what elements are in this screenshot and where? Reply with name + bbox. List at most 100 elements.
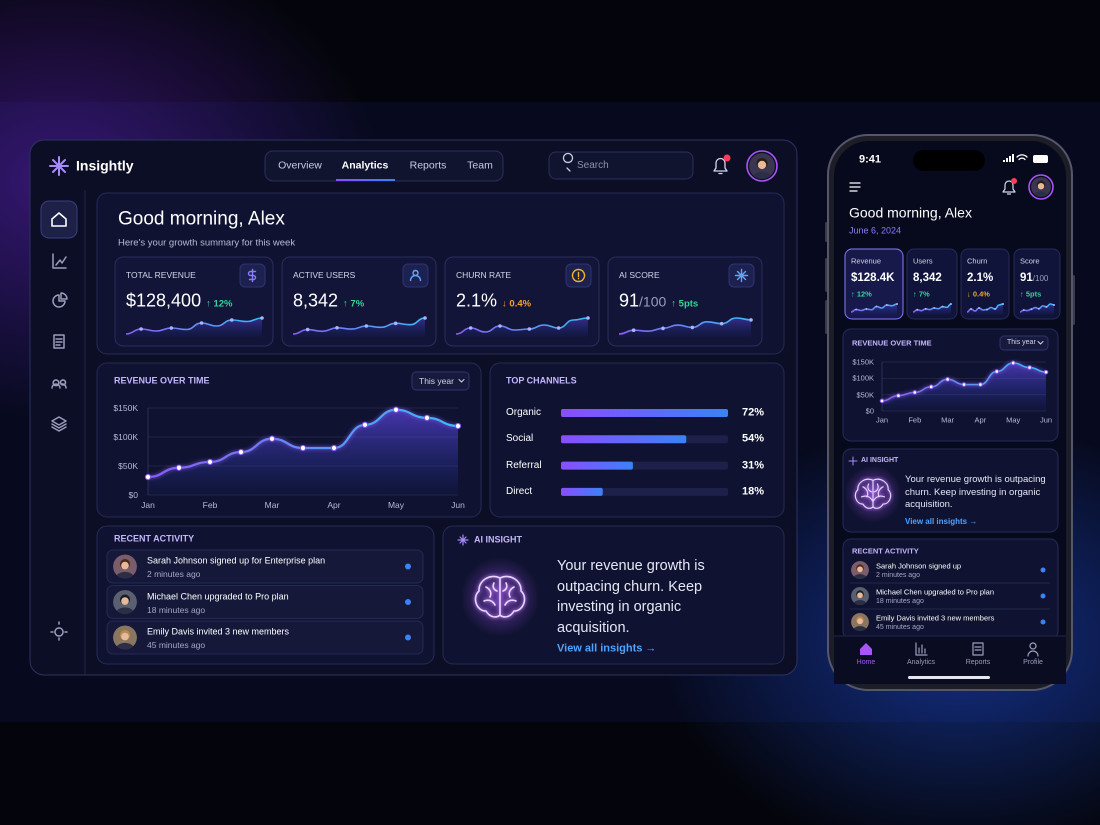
- kpi-value-suffix: /100: [639, 293, 667, 310]
- data-point: [330, 444, 338, 452]
- sparkline: [850, 303, 898, 313]
- sparkline-point: [896, 303, 898, 305]
- avatar: [113, 554, 137, 579]
- period-dropdown[interactable]: [999, 335, 1049, 351]
- status-time: 9:41: [858, 153, 882, 166]
- kpi-value-row: $128,400 ↑ 12%: [126, 291, 232, 312]
- kpi-value-row: 8,342 ↑ 7%: [293, 291, 364, 312]
- unread-dot: [405, 634, 411, 641]
- subtitle: Here's your growth summary for this week: [118, 237, 296, 249]
- data-point: [423, 414, 431, 421]
- search-box[interactable]: [548, 151, 694, 180]
- channel-name: Organic: [506, 407, 542, 418]
- sparkline-point: [875, 305, 878, 308]
- tab-label[interactable]: Reports: [965, 658, 991, 666]
- kpi-change: ↑ 12%: [206, 298, 233, 310]
- kpi-value-row: 2.1% ↓ 0.4%: [456, 291, 531, 312]
- sparkline-point: [994, 308, 996, 310]
- sparkline: [455, 317, 589, 335]
- avatar: [1031, 177, 1051, 197]
- nav-item[interactable]: Overview: [278, 159, 322, 172]
- y-tick-label: $100K: [113, 431, 138, 442]
- data-point: [912, 390, 918, 395]
- sparkle-icon: [848, 456, 858, 466]
- date: June 6, 2024: [849, 225, 902, 236]
- data-point: [1027, 365, 1032, 370]
- kpi-change: ↑ 12%: [851, 289, 872, 299]
- sparkline-point: [139, 327, 143, 331]
- insight-link[interactable]: View all insights →: [905, 517, 978, 527]
- unread-dot: [405, 563, 411, 570]
- battery: [1033, 155, 1048, 163]
- card-title: AI INSIGHT: [861, 456, 899, 464]
- greeting: Good morning, Alex: [118, 208, 285, 230]
- signal-bar: [1009, 156, 1011, 162]
- data-point: [361, 421, 369, 428]
- kpi-value-row: 91/100 ↑ 5pts: [619, 291, 698, 312]
- kpi-value: 8,342: [913, 272, 942, 284]
- avatar: [749, 153, 775, 179]
- channel-name: Referral: [506, 459, 542, 471]
- bar: [561, 461, 633, 470]
- data-point: [945, 377, 950, 382]
- sparkline-point: [661, 326, 665, 331]
- data-point: [144, 473, 152, 481]
- activity-row: [106, 585, 424, 619]
- kpi-change: ↓ 0.4%: [967, 289, 990, 299]
- sparkline-point: [978, 307, 980, 309]
- data-point: [237, 448, 245, 456]
- search-icon: [562, 152, 574, 172]
- sparkline-point: [924, 307, 927, 310]
- card-title: RECENT ACTIVITY: [114, 533, 195, 544]
- bar-value-label: 54%: [741, 432, 764, 445]
- sparkline-point: [986, 308, 988, 311]
- data-point: [994, 369, 1000, 374]
- kpi-value: 8,342: [293, 290, 339, 311]
- sparkline-point: [719, 321, 724, 326]
- nav-item[interactable]: Analytics: [341, 159, 389, 172]
- sparkline-point: [260, 316, 264, 320]
- nav-item[interactable]: Reports: [409, 159, 447, 172]
- bar-value-label: 72%: [741, 406, 764, 419]
- insight-card: [842, 448, 1059, 533]
- tab-label[interactable]: Analytics: [906, 658, 936, 666]
- signal-bar: [1012, 154, 1014, 162]
- period-dropdown[interactable]: [411, 371, 470, 391]
- avatar-face: [121, 597, 129, 605]
- brand-name: Insightly: [76, 157, 134, 174]
- sparkline: [125, 317, 263, 335]
- sparkline-point: [586, 316, 590, 320]
- data-point: [175, 464, 183, 471]
- x-tick-label: Apr: [327, 499, 341, 510]
- tab-label[interactable]: Home: [856, 658, 876, 666]
- bar-value-label: 18%: [741, 485, 764, 498]
- kpi-icon: [734, 268, 749, 283]
- activity-text: Michael Chen upgraded to Pro plan: [147, 591, 289, 602]
- area-fill: [148, 409, 458, 495]
- insight-link[interactable]: View all insights →: [557, 642, 657, 655]
- users-icon: [51, 379, 67, 389]
- x-tick-label: Jun: [451, 499, 465, 510]
- kpi-card: [844, 248, 904, 320]
- x-tick-label: Jun: [1039, 415, 1053, 425]
- kpi-change: ↓ 0.4%: [502, 298, 532, 310]
- dynamic-island: [913, 150, 985, 171]
- avatar-body: [853, 574, 867, 579]
- sparkline-area: [456, 318, 588, 337]
- nav-item[interactable]: Team: [467, 159, 493, 172]
- activity-row: [106, 549, 424, 584]
- tab-icon: [972, 642, 984, 656]
- sparkline: [1019, 303, 1055, 313]
- avatar-face: [1037, 183, 1045, 190]
- kpi-card: [906, 248, 958, 320]
- notification-dot: [1011, 178, 1017, 184]
- x-tick-label: Feb: [908, 415, 922, 425]
- card-title: REVENUE OVER TIME: [852, 338, 932, 348]
- bell-icon: [1002, 180, 1016, 195]
- tab-label[interactable]: Profile: [1023, 658, 1043, 666]
- sparkline-point: [941, 305, 944, 308]
- avatar-body: [116, 607, 134, 614]
- avatar-face: [857, 592, 863, 599]
- sparkline-point: [865, 308, 868, 310]
